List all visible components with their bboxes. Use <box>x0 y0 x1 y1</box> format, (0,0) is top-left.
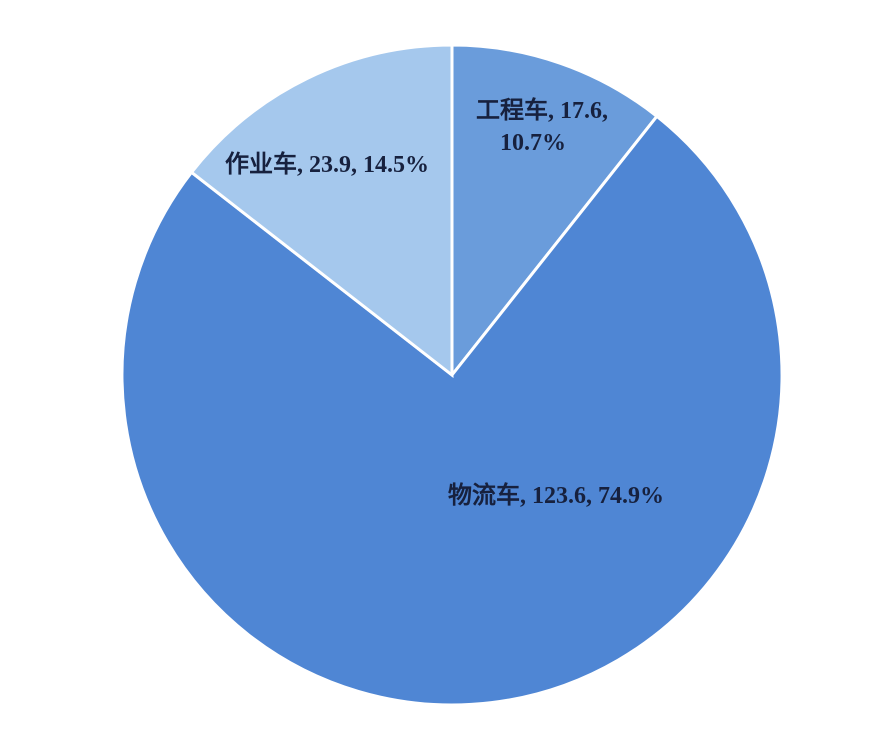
svg-text:工程车, 17.6,: 工程车, 17.6, <box>476 96 608 124</box>
svg-text:作业车, 23.9, 14.5%: 作业车, 23.9, 14.5% <box>225 150 429 178</box>
svg-text:10.7%: 10.7% <box>500 130 566 156</box>
svg-text:物流车, 123.6, 74.9%: 物流车, 123.6, 74.9% <box>448 481 664 509</box>
